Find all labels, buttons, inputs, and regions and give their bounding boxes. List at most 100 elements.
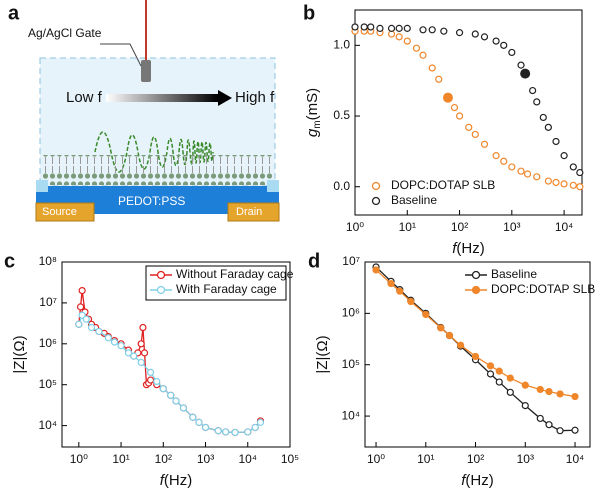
x-tick-label: 10⁴ <box>555 220 574 234</box>
x-tick-label: 10¹ <box>399 220 416 234</box>
data-point <box>552 178 560 187</box>
data-point <box>533 173 541 181</box>
data-point <box>508 48 516 57</box>
data-point <box>244 428 252 436</box>
data-point <box>506 388 514 396</box>
data-point <box>437 324 445 332</box>
y-tick-label: 0.5 <box>333 108 350 122</box>
x-tick-label: 10⁰ <box>367 452 385 466</box>
y-tick-label: 10⁵ <box>39 377 57 391</box>
y-axis-sub: m <box>312 120 323 128</box>
data-point <box>508 163 516 171</box>
freq-arrowhead <box>218 90 232 106</box>
source-label: Source <box>42 206 77 218</box>
channel-label: PEDOT:PSS <box>118 194 185 208</box>
x-axis-symbol: f <box>160 472 166 489</box>
data-point <box>440 27 448 35</box>
data-point <box>376 24 384 32</box>
data-point <box>560 180 568 188</box>
y-axis-symbol: g <box>304 128 321 137</box>
legend-label: Without Faraday cage <box>176 267 294 281</box>
data-point <box>396 287 404 295</box>
data-point <box>571 392 579 401</box>
plot-frame <box>354 9 583 216</box>
y-axis-symbol: |Z| <box>11 357 28 374</box>
data-point <box>456 341 465 349</box>
x-axis-symbol: f <box>461 472 467 489</box>
data-point <box>556 390 564 398</box>
data-point <box>506 374 514 382</box>
data-point <box>360 23 368 31</box>
data-point <box>428 64 436 72</box>
data-point <box>517 61 525 69</box>
legend-label: DOPC:DOTAP SLB <box>491 282 595 296</box>
data-point <box>517 167 525 175</box>
data-point <box>387 24 396 32</box>
data-point <box>492 152 500 160</box>
data-point <box>552 137 560 146</box>
data-point <box>167 391 175 399</box>
gate-electrode <box>141 60 151 82</box>
data-point <box>495 367 503 375</box>
x-axis-unit: (Hz) <box>164 472 192 489</box>
y-tick-label: 10⁴ <box>38 418 57 432</box>
freq-arrow <box>106 94 218 102</box>
data-point <box>395 33 403 41</box>
data-point <box>82 315 90 323</box>
data-point <box>403 24 411 32</box>
legend-label: With Faraday cage <box>176 282 277 296</box>
y-axis-unit: (Ω) <box>314 335 331 356</box>
y-tick-label: 10⁶ <box>342 306 360 320</box>
data-point <box>104 334 112 342</box>
data-point <box>153 377 161 386</box>
data-point <box>576 168 584 177</box>
data-point <box>139 323 147 332</box>
legend-marker <box>371 196 381 206</box>
x-axis-label: f(Hz) <box>160 472 193 489</box>
data-point <box>486 370 495 378</box>
y-axis-symbol: |Z| <box>314 357 331 374</box>
data-point <box>117 342 125 350</box>
x-axis-symbol: f <box>452 240 458 257</box>
data-point <box>560 152 568 160</box>
data-point <box>231 428 239 437</box>
x-axis-label: f(Hz) <box>452 240 485 257</box>
data-point <box>75 320 83 328</box>
x-tick-label: 10⁴ <box>566 452 585 466</box>
data-point <box>576 183 584 191</box>
y-axis-label: |Z|(Ω) <box>314 335 331 373</box>
data-point <box>500 157 508 165</box>
x-axis-unit: (Hz) <box>456 240 484 257</box>
legend-label: Baseline <box>491 267 537 281</box>
legend-frame <box>145 265 287 301</box>
data-point <box>521 401 529 410</box>
data-point <box>146 368 155 376</box>
data-point <box>159 385 167 393</box>
data-point <box>544 123 552 131</box>
data-point <box>395 24 403 32</box>
y-tick-label: 10⁸ <box>39 254 57 268</box>
data-point <box>569 163 577 171</box>
legend-marker <box>156 270 166 280</box>
data-point <box>495 378 503 386</box>
data-point <box>521 381 529 389</box>
data-point <box>455 29 464 37</box>
data-point <box>110 338 119 346</box>
data-point <box>455 112 464 120</box>
x-tick-label: 10² <box>467 452 484 466</box>
insulation <box>36 180 48 192</box>
data-point <box>422 310 430 319</box>
data-point <box>87 323 96 332</box>
data-point <box>529 86 537 95</box>
drain-electrode <box>227 202 280 222</box>
data-point <box>201 423 210 432</box>
legend-marker <box>471 270 481 280</box>
y-axis-label: gm(mS) <box>304 88 323 137</box>
data-point <box>533 98 541 106</box>
data-point <box>523 170 532 178</box>
data-point <box>539 113 547 122</box>
x-tick-label: 10⁵ <box>281 452 299 466</box>
legend-label: DOPC:DOTAP SLB <box>391 178 495 192</box>
legend-marker <box>156 285 166 295</box>
